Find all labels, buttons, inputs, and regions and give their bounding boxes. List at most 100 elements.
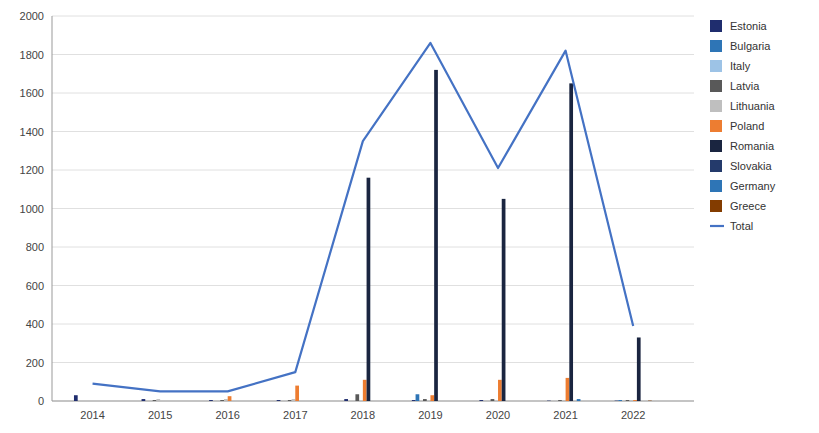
bar	[348, 401, 352, 402]
bar	[566, 378, 570, 401]
bar	[513, 401, 517, 402]
bar	[615, 400, 619, 401]
legend-swatch	[710, 80, 722, 92]
bar	[228, 396, 232, 401]
grid-line	[52, 285, 694, 286]
legend-label: Slovakia	[730, 160, 772, 172]
legend-swatch	[710, 200, 722, 212]
bar	[374, 401, 378, 402]
bar	[168, 401, 172, 402]
bar	[423, 399, 427, 401]
legend-label: Total	[730, 220, 753, 232]
bar	[310, 401, 314, 402]
grid-line	[52, 54, 694, 55]
legend-label: Poland	[730, 120, 764, 132]
bar	[156, 399, 160, 401]
legend-swatch	[710, 160, 722, 172]
x-tick-label: 2021	[553, 409, 577, 421]
bar	[363, 380, 367, 401]
bar	[558, 400, 562, 401]
x-axis-line	[52, 401, 694, 402]
bar	[629, 400, 633, 401]
bar	[430, 395, 434, 401]
bar	[224, 399, 228, 401]
y-tick-label: 2000	[20, 10, 44, 22]
grid-line	[52, 170, 694, 171]
x-tick-label: 2016	[215, 409, 239, 421]
legend-label: Germany	[730, 180, 776, 192]
x-tick-label: 2022	[621, 409, 645, 421]
bar	[509, 401, 513, 402]
bar	[580, 401, 584, 402]
bar	[85, 401, 89, 402]
legend-swatch	[710, 40, 722, 52]
bar	[434, 70, 438, 401]
bar	[494, 401, 498, 402]
bar	[438, 401, 442, 402]
bar	[483, 401, 487, 402]
grid-line	[52, 131, 694, 132]
y-tick-label: 800	[26, 241, 44, 253]
bar	[442, 401, 446, 402]
bar	[502, 199, 506, 401]
bar	[96, 401, 100, 402]
x-tick-label: 2018	[351, 409, 375, 421]
bar	[175, 401, 179, 402]
bar	[299, 401, 303, 402]
y-tick-label: 1000	[20, 203, 44, 215]
bar	[626, 400, 630, 401]
grid-line	[52, 362, 694, 363]
bar	[622, 401, 626, 402]
y-tick-label: 1400	[20, 126, 44, 138]
x-tick-label: 2020	[486, 409, 510, 421]
chart: 0200400600800100012001400160018002000201…	[0, 0, 819, 433]
bar	[292, 399, 296, 401]
bar	[100, 401, 104, 402]
bar	[547, 400, 551, 401]
legend-label: Latvia	[730, 80, 760, 92]
bar	[479, 400, 483, 401]
bar	[217, 401, 221, 402]
grid-line	[52, 208, 694, 209]
bar	[239, 401, 243, 402]
bar	[367, 178, 371, 401]
bar	[416, 394, 420, 401]
grid-line	[52, 324, 694, 325]
bar	[427, 401, 431, 402]
bar	[295, 386, 299, 401]
bar	[235, 401, 239, 402]
y-axis-line	[52, 16, 53, 401]
marks	[74, 43, 652, 401]
bar	[573, 401, 577, 402]
legend-swatch	[710, 120, 722, 132]
bar	[145, 401, 149, 402]
bar	[577, 399, 581, 401]
y-tick-label: 600	[26, 280, 44, 292]
y-tick-label: 200	[26, 357, 44, 369]
legend-swatch	[710, 225, 724, 227]
bar	[89, 401, 93, 402]
bar	[352, 401, 356, 402]
y-tick-label: 1200	[20, 164, 44, 176]
grid	[52, 16, 694, 401]
bar	[641, 401, 645, 402]
grid-line	[52, 93, 694, 94]
grid-line	[52, 401, 694, 402]
bar	[78, 401, 82, 402]
bar	[107, 401, 111, 402]
bar	[231, 401, 235, 402]
bar	[551, 401, 555, 402]
bar	[288, 400, 292, 401]
bar	[164, 401, 168, 402]
bar	[303, 401, 307, 402]
bar	[419, 401, 423, 402]
bar	[280, 401, 284, 402]
legend-swatch	[710, 100, 722, 112]
bar	[220, 400, 224, 401]
bar	[284, 401, 288, 402]
bar	[491, 399, 495, 401]
bar	[306, 401, 310, 402]
bar	[153, 400, 157, 401]
bar	[277, 400, 281, 401]
bar	[355, 394, 359, 401]
